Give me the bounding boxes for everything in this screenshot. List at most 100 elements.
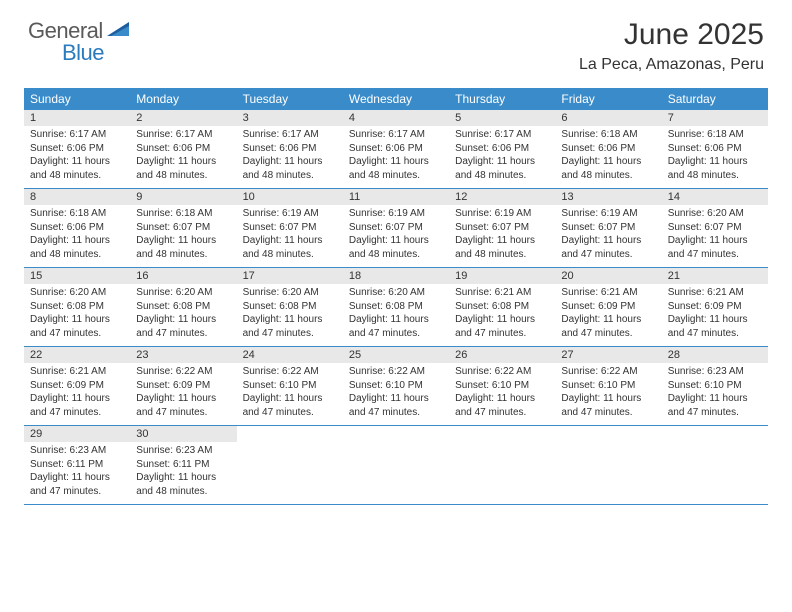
daylight-line: Daylight: 11 hours and 47 minutes. xyxy=(561,392,655,419)
day-number: 6 xyxy=(555,110,661,126)
page-header: General Blue June 2025 La Peca, Amazonas… xyxy=(0,0,792,82)
daylight-line: Daylight: 11 hours and 47 minutes. xyxy=(455,392,549,419)
day-cell: 19Sunrise: 6:21 AMSunset: 6:08 PMDayligh… xyxy=(449,268,555,346)
day-number: 20 xyxy=(555,268,661,284)
day-number: 16 xyxy=(130,268,236,284)
day-body xyxy=(662,430,768,486)
sunrise-line: Sunrise: 6:23 AM xyxy=(136,444,230,458)
sunset-line: Sunset: 6:06 PM xyxy=(349,142,443,156)
sunset-line: Sunset: 6:09 PM xyxy=(30,379,124,393)
sunrise-line: Sunrise: 6:20 AM xyxy=(136,286,230,300)
sunset-line: Sunset: 6:07 PM xyxy=(243,221,337,235)
day-body: Sunrise: 6:20 AMSunset: 6:08 PMDaylight:… xyxy=(130,284,236,346)
weekday-tuesday: Tuesday xyxy=(237,88,343,110)
sunset-line: Sunset: 6:07 PM xyxy=(668,221,762,235)
week-row: 29Sunrise: 6:23 AMSunset: 6:11 PMDayligh… xyxy=(24,426,768,505)
weekday-wednesday: Wednesday xyxy=(343,88,449,110)
sunrise-line: Sunrise: 6:20 AM xyxy=(30,286,124,300)
sunrise-line: Sunrise: 6:22 AM xyxy=(136,365,230,379)
brand-triangle-icon xyxy=(107,20,133,43)
day-body xyxy=(237,430,343,486)
month-title: June 2025 xyxy=(579,18,764,52)
sunset-line: Sunset: 6:11 PM xyxy=(136,458,230,472)
day-cell: 20Sunrise: 6:21 AMSunset: 6:09 PMDayligh… xyxy=(555,268,661,346)
sunrise-line: Sunrise: 6:22 AM xyxy=(243,365,337,379)
weekday-friday: Friday xyxy=(555,88,661,110)
daylight-line: Daylight: 11 hours and 48 minutes. xyxy=(455,155,549,182)
day-cell: 28Sunrise: 6:23 AMSunset: 6:10 PMDayligh… xyxy=(662,347,768,425)
daylight-line: Daylight: 11 hours and 47 minutes. xyxy=(30,471,124,498)
day-body: Sunrise: 6:21 AMSunset: 6:09 PMDaylight:… xyxy=(662,284,768,346)
daylight-line: Daylight: 11 hours and 48 minutes. xyxy=(136,155,230,182)
day-cell: 1Sunrise: 6:17 AMSunset: 6:06 PMDaylight… xyxy=(24,110,130,188)
daylight-line: Daylight: 11 hours and 48 minutes. xyxy=(561,155,655,182)
week-row: 15Sunrise: 6:20 AMSunset: 6:08 PMDayligh… xyxy=(24,268,768,347)
daylight-line: Daylight: 11 hours and 47 minutes. xyxy=(136,313,230,340)
day-cell xyxy=(449,426,555,504)
day-body: Sunrise: 6:18 AMSunset: 6:06 PMDaylight:… xyxy=(24,205,130,267)
daylight-line: Daylight: 11 hours and 48 minutes. xyxy=(243,155,337,182)
daylight-line: Daylight: 11 hours and 48 minutes. xyxy=(30,234,124,261)
day-number: 3 xyxy=(237,110,343,126)
sunrise-line: Sunrise: 6:23 AM xyxy=(668,365,762,379)
daylight-line: Daylight: 11 hours and 47 minutes. xyxy=(561,234,655,261)
sunset-line: Sunset: 6:10 PM xyxy=(668,379,762,393)
day-number: 28 xyxy=(662,347,768,363)
day-body: Sunrise: 6:19 AMSunset: 6:07 PMDaylight:… xyxy=(237,205,343,267)
day-cell: 11Sunrise: 6:19 AMSunset: 6:07 PMDayligh… xyxy=(343,189,449,267)
daylight-line: Daylight: 11 hours and 48 minutes. xyxy=(30,155,124,182)
day-number: 8 xyxy=(24,189,130,205)
calendar-grid: Sunday Monday Tuesday Wednesday Thursday… xyxy=(24,88,768,505)
day-cell: 21Sunrise: 6:21 AMSunset: 6:09 PMDayligh… xyxy=(662,268,768,346)
day-cell: 30Sunrise: 6:23 AMSunset: 6:11 PMDayligh… xyxy=(130,426,236,504)
day-number: 18 xyxy=(343,268,449,284)
day-body: Sunrise: 6:23 AMSunset: 6:10 PMDaylight:… xyxy=(662,363,768,425)
weekday-saturday: Saturday xyxy=(662,88,768,110)
day-cell: 8Sunrise: 6:18 AMSunset: 6:06 PMDaylight… xyxy=(24,189,130,267)
day-number: 21 xyxy=(662,268,768,284)
day-body: Sunrise: 6:17 AMSunset: 6:06 PMDaylight:… xyxy=(343,126,449,188)
day-number: 29 xyxy=(24,426,130,442)
day-number: 11 xyxy=(343,189,449,205)
day-number: 27 xyxy=(555,347,661,363)
day-cell: 6Sunrise: 6:18 AMSunset: 6:06 PMDaylight… xyxy=(555,110,661,188)
sunrise-line: Sunrise: 6:22 AM xyxy=(349,365,443,379)
day-cell: 10Sunrise: 6:19 AMSunset: 6:07 PMDayligh… xyxy=(237,189,343,267)
day-cell: 13Sunrise: 6:19 AMSunset: 6:07 PMDayligh… xyxy=(555,189,661,267)
day-cell: 4Sunrise: 6:17 AMSunset: 6:06 PMDaylight… xyxy=(343,110,449,188)
daylight-line: Daylight: 11 hours and 48 minutes. xyxy=(349,155,443,182)
day-cell: 12Sunrise: 6:19 AMSunset: 6:07 PMDayligh… xyxy=(449,189,555,267)
daylight-line: Daylight: 11 hours and 48 minutes. xyxy=(136,471,230,498)
location-text: La Peca, Amazonas, Peru xyxy=(579,56,764,74)
sunset-line: Sunset: 6:08 PM xyxy=(30,300,124,314)
day-number: 4 xyxy=(343,110,449,126)
day-cell: 24Sunrise: 6:22 AMSunset: 6:10 PMDayligh… xyxy=(237,347,343,425)
brand-text-blue: Blue xyxy=(62,40,104,66)
sunset-line: Sunset: 6:10 PM xyxy=(455,379,549,393)
sunset-line: Sunset: 6:08 PM xyxy=(136,300,230,314)
sunset-line: Sunset: 6:06 PM xyxy=(668,142,762,156)
weeks-container: 1Sunrise: 6:17 AMSunset: 6:06 PMDaylight… xyxy=(24,110,768,505)
sunset-line: Sunset: 6:08 PM xyxy=(455,300,549,314)
day-number: 9 xyxy=(130,189,236,205)
day-cell: 9Sunrise: 6:18 AMSunset: 6:07 PMDaylight… xyxy=(130,189,236,267)
sunrise-line: Sunrise: 6:22 AM xyxy=(561,365,655,379)
day-number: 7 xyxy=(662,110,768,126)
day-body: Sunrise: 6:18 AMSunset: 6:06 PMDaylight:… xyxy=(555,126,661,188)
day-body xyxy=(449,430,555,486)
day-cell: 23Sunrise: 6:22 AMSunset: 6:09 PMDayligh… xyxy=(130,347,236,425)
day-cell: 16Sunrise: 6:20 AMSunset: 6:08 PMDayligh… xyxy=(130,268,236,346)
sunset-line: Sunset: 6:06 PM xyxy=(30,142,124,156)
sunrise-line: Sunrise: 6:18 AM xyxy=(668,128,762,142)
sunset-line: Sunset: 6:09 PM xyxy=(136,379,230,393)
sunrise-line: Sunrise: 6:20 AM xyxy=(668,207,762,221)
sunrise-line: Sunrise: 6:18 AM xyxy=(561,128,655,142)
daylight-line: Daylight: 11 hours and 47 minutes. xyxy=(668,234,762,261)
day-body: Sunrise: 6:20 AMSunset: 6:08 PMDaylight:… xyxy=(237,284,343,346)
day-cell xyxy=(343,426,449,504)
sunrise-line: Sunrise: 6:21 AM xyxy=(668,286,762,300)
weekday-thursday: Thursday xyxy=(449,88,555,110)
day-body xyxy=(555,430,661,486)
day-body: Sunrise: 6:17 AMSunset: 6:06 PMDaylight:… xyxy=(130,126,236,188)
sunrise-line: Sunrise: 6:19 AM xyxy=(349,207,443,221)
